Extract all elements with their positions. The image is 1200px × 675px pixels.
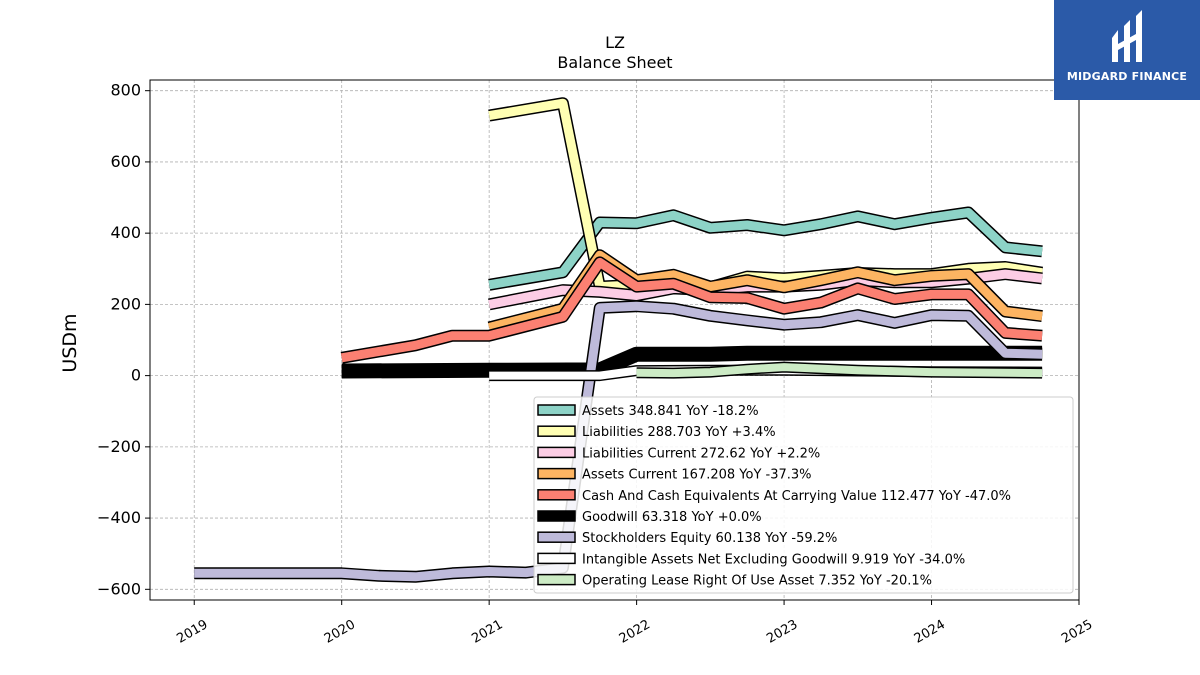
x-tick-label: 2019	[174, 617, 210, 647]
legend-label: Assets Current 167.208 YoY -37.3%	[582, 468, 812, 483]
legend: Assets 348.841 YoY -18.2% Liabilities 288…	[533, 396, 1074, 594]
y-tick-label: −600	[97, 579, 141, 598]
midgard-finance-logo: MIDGARD FINANCE	[1054, 0, 1200, 100]
legend-swatch	[537, 510, 576, 522]
legend-swatch	[537, 404, 576, 416]
legend-label: Cash And Cash Equivalents At Carrying Va…	[582, 489, 1011, 504]
y-tick-label: −400	[97, 508, 141, 527]
legend-label: Operating Lease Right Of Use Asset 7.352…	[582, 574, 932, 589]
logo-mark-icon	[1112, 10, 1142, 62]
legend-item: Goodwill 63.318 YoY +0.0%	[537, 510, 762, 525]
legend-item: Operating Lease Right Of Use Asset 7.352…	[537, 573, 932, 589]
x-tick-label: 2020	[322, 617, 358, 647]
legend-swatch	[537, 446, 576, 459]
x-tick-label: 2025	[1059, 617, 1095, 647]
x-tick-label: 2024	[912, 617, 948, 647]
legend-swatch	[537, 552, 576, 565]
legend-swatch	[537, 489, 576, 501]
logo-text: MIDGARD FINANCE	[1066, 70, 1188, 83]
y-tick-label: −200	[97, 437, 141, 456]
legend-label: Stockholders Equity 60.138 YoY -59.2%	[582, 531, 837, 546]
x-tick-label: 2023	[764, 617, 800, 647]
y-tick-label: 200	[110, 294, 141, 313]
series-group	[194, 97, 1044, 583]
legend-item: Assets 348.841 YoY -18.2%	[537, 404, 759, 419]
x-tick-label: 2022	[617, 617, 653, 647]
y-axis-label: USDm	[59, 313, 81, 372]
legend-item: Liabilities Current 272.62 YoY +2.2%	[537, 446, 820, 461]
legend-item: Stockholders Equity 60.138 YoY -59.2%	[537, 531, 837, 546]
legend-item: Assets Current 167.208 YoY -37.3%	[537, 467, 812, 483]
series-stroke	[488, 208, 1043, 290]
legend-label: Intangible Assets Net Excluding Goodwill…	[582, 552, 965, 567]
legend-swatch	[537, 467, 576, 480]
legend-label: Goodwill 63.318 YoY +0.0%	[582, 510, 762, 525]
legend-label: Liabilities Current 272.62 YoY +2.2%	[582, 446, 820, 461]
series-line	[194, 300, 1043, 583]
series-stroke	[636, 363, 1043, 378]
legend-swatch	[537, 573, 576, 586]
legend-label: Assets 348.841 YoY -18.2%	[582, 404, 759, 419]
series-stroke	[340, 257, 1043, 363]
plot-frame	[149, 79, 1080, 601]
series-line	[488, 206, 1043, 291]
legend-item: Liabilities 288.703 YoY +3.4%	[537, 425, 776, 440]
chart-title: LZ	[605, 33, 625, 52]
series-line	[340, 256, 1043, 364]
y-tick-label: 600	[110, 152, 141, 171]
legend-item: Intangible Assets Net Excluding Goodwill…	[537, 552, 965, 567]
legend-label: Liabilities 288.703 YoY +3.4%	[582, 425, 776, 440]
y-tick-label: 400	[110, 223, 141, 242]
legend-swatch	[537, 425, 576, 437]
legend-box	[533, 396, 1074, 594]
y-tick-label: 0	[131, 366, 141, 385]
series-stroke	[194, 301, 1043, 582]
y-tick-label: 800	[110, 81, 141, 100]
chart-subtitle: Balance Sheet	[557, 53, 672, 72]
x-tick-label: 2021	[469, 617, 505, 647]
legend-item: Cash And Cash Equivalents At Carrying Va…	[537, 489, 1011, 504]
legend-swatch	[537, 531, 576, 543]
series-line	[636, 361, 1043, 379]
